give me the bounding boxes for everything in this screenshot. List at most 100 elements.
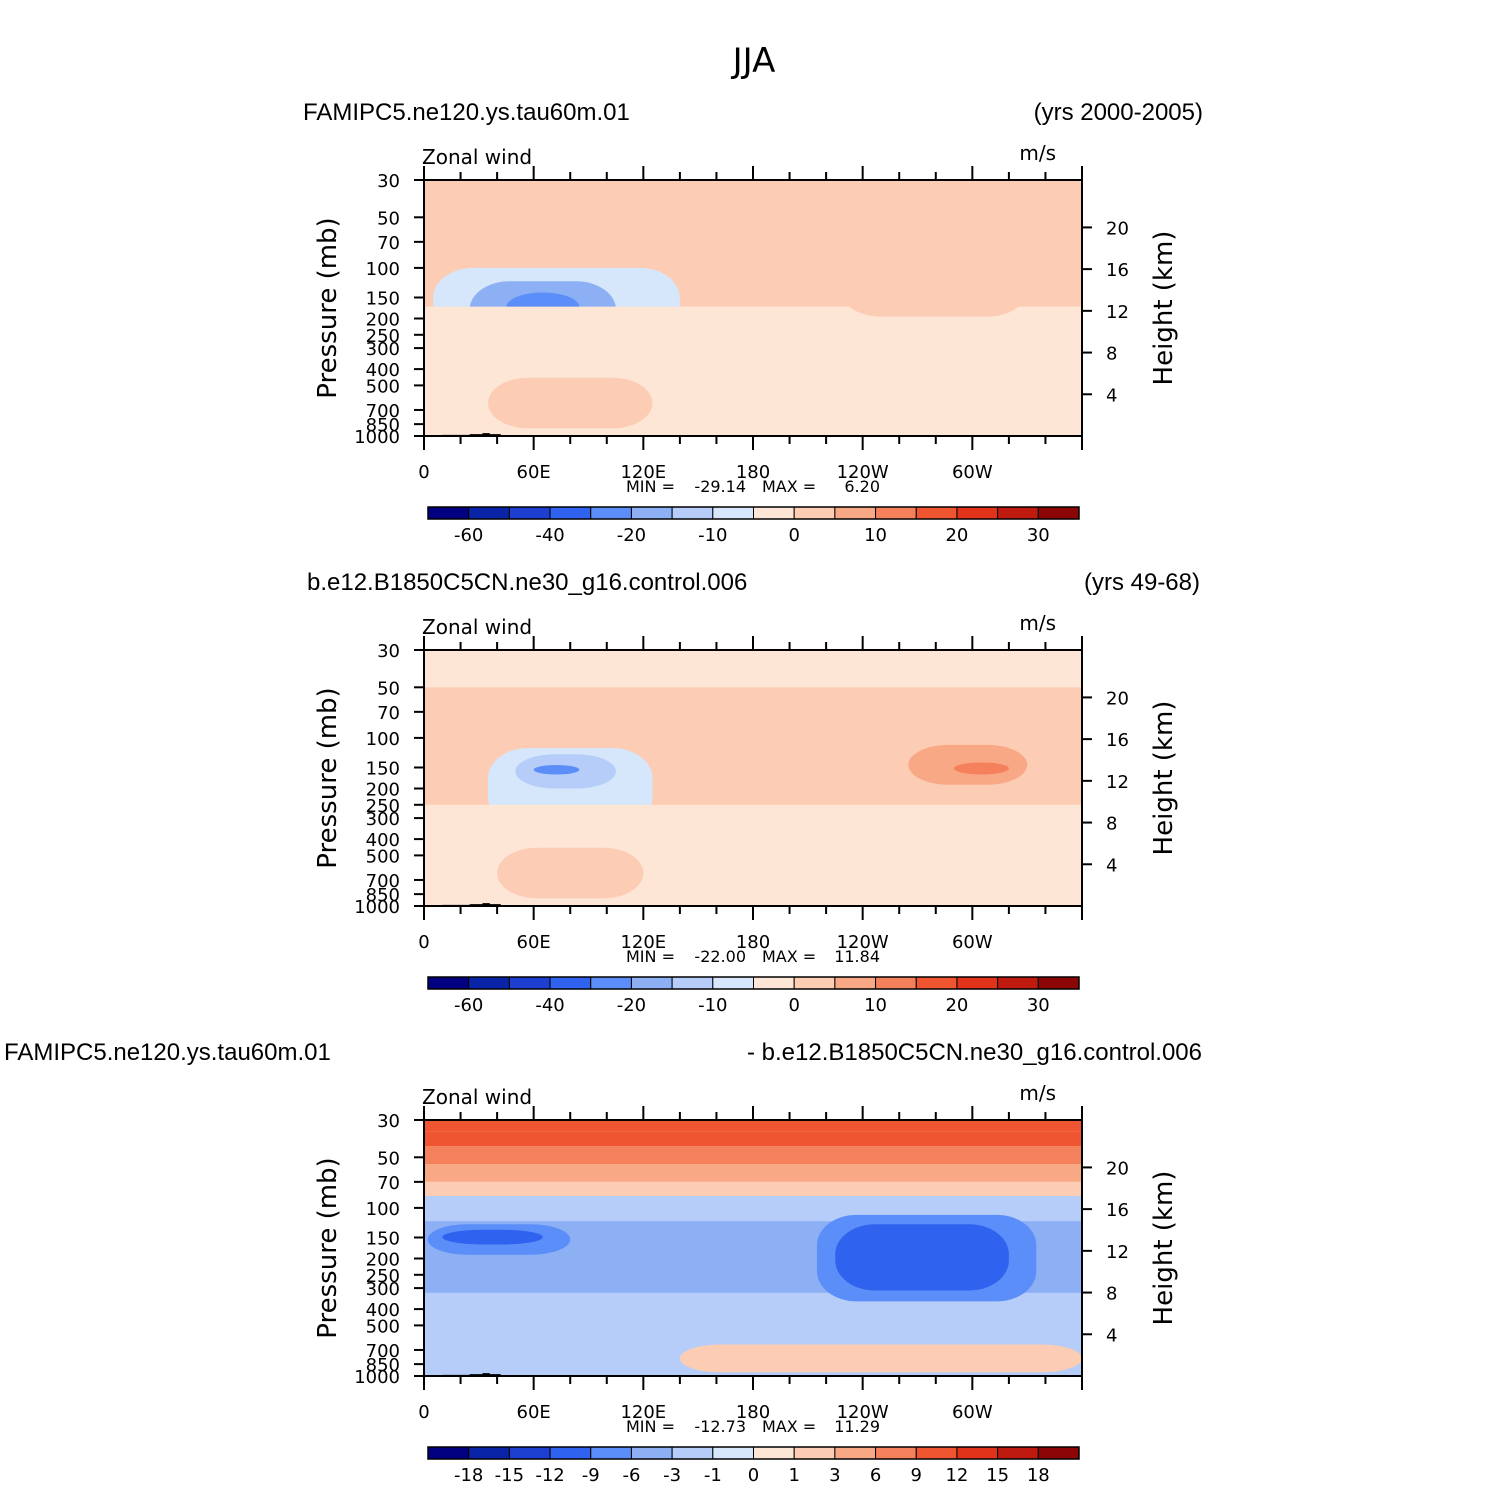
x-tick-label: 60E	[517, 932, 551, 953]
colorbar-label: 0	[788, 995, 799, 1016]
figure-title: JJA	[731, 41, 776, 81]
colorbar-label: 18	[1027, 1465, 1050, 1486]
colorbar-cell	[753, 1446, 795, 1460]
y-right-tick-label: 12	[1106, 1242, 1129, 1263]
y-right-axis-label: Height (km)	[1149, 231, 1179, 386]
y-tick-label: 850	[366, 885, 400, 906]
y-axis-label: Pressure (mb)	[313, 687, 343, 868]
panels: FAMIPC5.ne120.ys.tau60m.01 (yrs 2000-2005…	[4, 99, 1203, 1486]
x-tick-label: 120W	[837, 1402, 889, 1423]
colorbar-label: -9	[582, 1465, 600, 1486]
colorbar-cell	[671, 1446, 714, 1460]
x-tick-label: 120W	[837, 462, 889, 483]
colorbar-label: 10	[864, 995, 887, 1016]
max-label: MAX =	[762, 477, 816, 496]
colorbar-cell	[671, 506, 714, 520]
colorbar-frame	[427, 506, 1080, 520]
y-tick-label: 500	[366, 1316, 400, 1337]
x-tick-label: 0	[418, 462, 429, 483]
y-tick-label: 700	[366, 871, 400, 892]
colorbar-cell	[956, 976, 999, 990]
colorbar-frame	[427, 1446, 1080, 1460]
y-right-tick-label: 16	[1106, 1200, 1129, 1221]
colorbar-cell	[915, 1446, 958, 1460]
y-tick-label: 700	[366, 401, 400, 422]
contour-region	[835, 1224, 1009, 1291]
colorbar-cell	[549, 506, 592, 520]
y-tick-label: 300	[366, 809, 400, 830]
min-label: MIN =	[626, 477, 675, 496]
y-right-axis-label: Height (km)	[1149, 1171, 1179, 1326]
contour-region	[424, 1164, 1082, 1182]
contour-region	[840, 264, 1028, 317]
colorbar-cell	[834, 976, 877, 990]
units-label: m/s	[1019, 141, 1056, 165]
y-tick-label: 500	[366, 846, 400, 867]
x-tick-label: 120W	[837, 932, 889, 953]
period-label: (yrs 49-68)	[1084, 569, 1200, 596]
y-tick-label: 150	[366, 758, 400, 779]
colorbar-label: -40	[535, 995, 564, 1016]
x-tick-label: 60W	[952, 462, 993, 483]
colorbar-cell	[997, 1446, 1039, 1460]
colorbar-cell	[793, 1446, 836, 1460]
colorbar-cell	[875, 1446, 917, 1460]
contour-region	[424, 180, 1082, 225]
y-right-tick-label: 4	[1106, 855, 1117, 876]
y-tick-label: 200	[366, 780, 400, 801]
colorbar-cell	[427, 976, 470, 990]
colorbar-cell	[997, 506, 1039, 520]
period-label: - b.e12.B1850C5CN.ne30_g16.control.006	[747, 1039, 1202, 1066]
y-tick-label: 50	[377, 208, 400, 229]
colorbar-cell	[630, 1446, 673, 1460]
y-tick-label: 250	[366, 796, 400, 817]
colorbar-cell	[427, 1446, 470, 1460]
y-right-tick-label: 12	[1106, 302, 1129, 323]
y-tick-label: 400	[366, 830, 400, 851]
y-tick-label: 200	[366, 310, 400, 331]
colorbar-cell	[712, 976, 754, 990]
contour-region	[424, 1120, 1082, 1132]
y-tick-label: 100	[366, 1199, 400, 1220]
min-value: -29.14	[694, 477, 746, 496]
x-tick-label: 120E	[620, 462, 666, 483]
variable-label: Zonal wind	[422, 615, 532, 639]
y-tick-label: 150	[366, 1228, 400, 1249]
y-tick-label: 500	[366, 376, 400, 397]
y-tick-label: 100	[366, 729, 400, 750]
contour-region	[880, 1235, 918, 1247]
y-tick-label: 1000	[354, 897, 400, 918]
colorbar-label: 20	[945, 525, 968, 546]
colorbar-label: 3	[829, 1465, 840, 1486]
case-label: FAMIPC5.ne120.ys.tau60m.01	[4, 1039, 331, 1066]
colorbar-label: 30	[1027, 995, 1050, 1016]
y-tick-label: 400	[366, 1300, 400, 1321]
colorbar-cell	[1037, 506, 1080, 520]
colorbar-label: 10	[864, 525, 887, 546]
y-tick-label: 70	[377, 1173, 400, 1194]
y-tick-label: 850	[366, 1355, 400, 1376]
y-tick-label: 150	[366, 288, 400, 309]
y-right-axis-label: Height (km)	[1149, 701, 1179, 856]
y-tick-label: 200	[366, 1250, 400, 1271]
x-tick-label: 120E	[620, 1402, 666, 1423]
units-label: m/s	[1019, 1081, 1056, 1105]
contour-field	[424, 650, 1082, 906]
y-tick-label: 250	[366, 1266, 400, 1287]
colorbar-label: 6	[870, 1465, 881, 1486]
colorbar-cell	[997, 976, 1039, 990]
y-tick-label: 50	[377, 678, 400, 699]
colorbar-cell	[468, 1446, 510, 1460]
colorbar-label: 9	[911, 1465, 922, 1486]
colorbar-label: -3	[663, 1465, 681, 1486]
panel-1: FAMIPC5.ne120.ys.tau60m.01 (yrs 2000-2005…	[303, 99, 1203, 546]
y-right-tick-label: 20	[1106, 218, 1129, 239]
colorbar-cell	[915, 976, 958, 990]
panel-2: b.e12.B1850C5CN.ne30_g16.control.006 (yrs…	[307, 569, 1200, 1016]
y-right-tick-label: 12	[1106, 772, 1129, 793]
max-label: MAX =	[762, 1417, 816, 1436]
y-tick-label: 100	[366, 259, 400, 280]
case-label: b.e12.B1850C5CN.ne30_g16.control.006	[307, 569, 747, 596]
y-right-tick-label: 8	[1106, 814, 1117, 835]
